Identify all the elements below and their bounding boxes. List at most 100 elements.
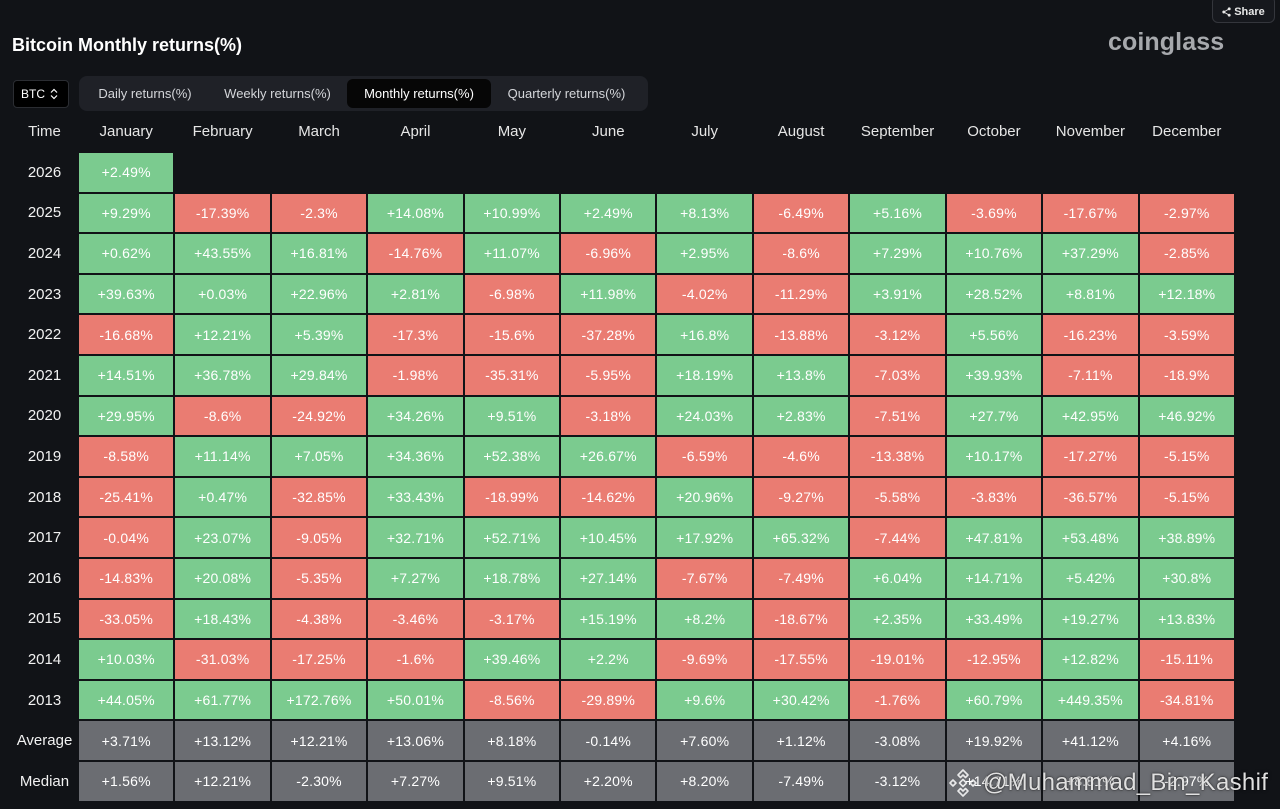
return-cell: -4.38%	[271, 599, 367, 639]
column-header-june: June	[592, 123, 625, 140]
return-cell: +30.8%	[1139, 558, 1234, 598]
return-cell: +10.99%	[464, 193, 560, 233]
return-cell: -15.6%	[464, 315, 560, 354]
return-cell: -5.95%	[561, 355, 656, 395]
return-cell: -8.6%	[175, 396, 270, 436]
return-cell: -8.58%	[79, 437, 174, 476]
median-cell: -3.12%	[850, 761, 945, 801]
average-cell: +8.18%	[464, 721, 560, 760]
return-cell: -24.92%	[271, 396, 367, 436]
return-cell: -14.62%	[561, 477, 656, 517]
average-cell: +13.06%	[368, 721, 463, 760]
return-cell: +33.43%	[368, 477, 463, 517]
return-cell: +42.95%	[1043, 396, 1138, 436]
average-cell: -3.08%	[850, 721, 945, 760]
return-cell: -13.88%	[753, 315, 849, 354]
column-header-may: May	[497, 123, 527, 140]
return-cell: -14.76%	[368, 234, 463, 273]
return-cell: +34.26%	[368, 396, 463, 436]
return-cell: +449.35%	[1043, 680, 1138, 720]
asset-select[interactable]: BTC	[13, 80, 69, 108]
column-header-january: January	[99, 123, 153, 140]
return-cell: +16.81%	[271, 234, 367, 273]
return-cell: +20.08%	[175, 558, 270, 598]
return-cell: +10.17%	[946, 437, 1042, 476]
coinglass-logo: coinglass	[1108, 28, 1225, 56]
return-cell: +26.67%	[561, 437, 656, 476]
row-label-2025: 2025	[27, 204, 62, 222]
row-label-2013: 2013	[27, 691, 62, 709]
return-cell: +9.6%	[657, 680, 752, 720]
return-cell: +19.27%	[1043, 599, 1138, 639]
return-cell: +17.92%	[657, 518, 752, 557]
return-cell: -3.59%	[1139, 315, 1234, 354]
median-cell: +1.56%	[79, 761, 174, 801]
share-button[interactable]: Share	[1212, 0, 1275, 23]
return-cell: -18.99%	[464, 477, 560, 517]
return-cell: -37.28%	[561, 315, 656, 354]
empty-cell	[850, 153, 944, 192]
average-cell: +12.21%	[271, 721, 367, 760]
row-label-2017: 2017	[27, 529, 62, 547]
return-cell: +13.83%	[1139, 599, 1234, 639]
column-header-november: November	[1055, 123, 1125, 140]
return-cell: -18.67%	[753, 599, 849, 639]
return-cell: -11.29%	[753, 274, 849, 314]
return-cell: +29.84%	[271, 355, 367, 395]
average-cell: +41.12%	[1043, 721, 1138, 760]
return-cell: +50.01%	[368, 680, 463, 720]
return-cell: +12.18%	[1139, 274, 1234, 314]
tab-weekly-returns[interactable]: Weekly returns(%)	[208, 79, 347, 108]
return-cell: -17.25%	[271, 640, 367, 679]
return-cell: +28.52%	[946, 274, 1042, 314]
return-cell: -31.03%	[175, 640, 270, 679]
return-cell: -3.83%	[946, 477, 1042, 517]
empty-cell	[657, 153, 751, 192]
return-cell: -6.96%	[561, 234, 656, 273]
average-cell: -0.14%	[561, 721, 656, 760]
return-cell: +39.63%	[79, 274, 174, 314]
return-cell: -5.15%	[1139, 477, 1234, 517]
return-cell: -29.89%	[561, 680, 656, 720]
return-cell: -2.85%	[1139, 234, 1234, 273]
return-cell: -25.41%	[79, 477, 174, 517]
return-cell: +30.42%	[753, 680, 849, 720]
return-cell: +12.21%	[175, 315, 270, 354]
row-label-2019: 2019	[27, 447, 62, 465]
row-label-2022: 2022	[27, 326, 62, 344]
row-label-2024: 2024	[27, 244, 62, 262]
return-cell: +9.51%	[464, 396, 560, 436]
return-cell: +13.8%	[753, 355, 849, 395]
empty-cell	[947, 153, 1041, 192]
column-header-august: August	[777, 123, 825, 140]
empty-cell	[1043, 153, 1137, 192]
return-cell: +2.95%	[657, 234, 752, 273]
return-cell: +2.35%	[850, 599, 945, 639]
return-cell: +2.81%	[368, 274, 463, 314]
return-cell: +11.98%	[561, 274, 656, 314]
return-cell: +14.71%	[946, 558, 1042, 598]
return-cell: +12.82%	[1043, 640, 1138, 679]
return-cell: -16.23%	[1043, 315, 1138, 354]
return-cell: +0.62%	[79, 234, 174, 273]
tab-monthly-returns[interactable]: Monthly returns(%)	[347, 79, 491, 108]
return-cell: -35.31%	[464, 355, 560, 395]
return-cell: +39.93%	[946, 355, 1042, 395]
return-cell: +3.91%	[850, 274, 945, 314]
return-cell: +60.79%	[946, 680, 1042, 720]
column-header-february: February	[192, 123, 253, 140]
return-cell: +61.77%	[175, 680, 270, 720]
return-cell: +2.49%	[561, 193, 656, 233]
return-cell: +44.05%	[79, 680, 174, 720]
return-cell: -7.44%	[850, 518, 945, 557]
return-cell: -13.38%	[850, 437, 945, 476]
return-cell: +18.19%	[657, 355, 752, 395]
row-label-2016: 2016	[27, 569, 62, 587]
tab-quarterly-returns[interactable]: Quarterly returns(%)	[491, 79, 642, 108]
return-cell: +43.55%	[175, 234, 270, 273]
return-cell: -5.35%	[271, 558, 367, 598]
tab-daily-returns[interactable]: Daily returns(%)	[82, 79, 208, 108]
return-cell: -14.83%	[79, 558, 174, 598]
return-cell: +46.92%	[1139, 396, 1234, 436]
return-cell: +53.48%	[1043, 518, 1138, 557]
